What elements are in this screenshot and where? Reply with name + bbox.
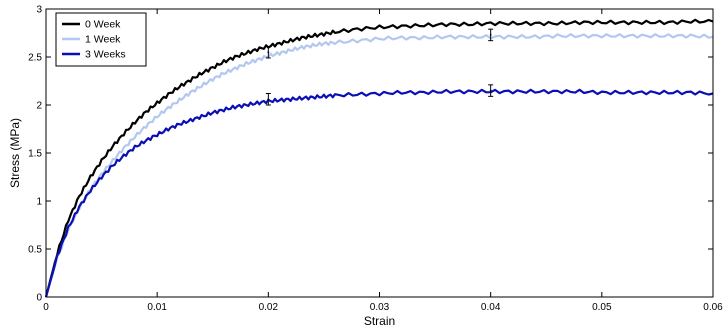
legend-label-1-week: 1 Week bbox=[85, 34, 121, 46]
y-tick-label: 1 bbox=[36, 197, 42, 208]
series-line-1-week bbox=[44, 33, 714, 298]
error-bar-center bbox=[489, 34, 492, 36]
x-tick-label: 0.01 bbox=[147, 302, 167, 313]
error-bar-center bbox=[267, 51, 270, 54]
y-tick-label: 0 bbox=[36, 293, 42, 304]
errorbar-layer bbox=[265, 28, 494, 106]
y-tick-label: 0.5 bbox=[28, 245, 42, 256]
series-line-3-weeks bbox=[44, 88, 714, 298]
error-bar bbox=[265, 45, 271, 59]
x-tick-label: 0.06 bbox=[703, 302, 723, 313]
x-tick-label: 0.02 bbox=[259, 302, 279, 313]
series-layer bbox=[44, 18, 714, 298]
error-bar-center bbox=[489, 89, 492, 92]
x-axis-ticks: 0 0.01 0.02 0.03 0.04 0.05 0.06 bbox=[43, 9, 723, 313]
y-axis-ticks: 0 0.5 1 1.5 2 2.5 3 bbox=[28, 5, 713, 304]
legend: 0 Week 1 Week 3 Weeks bbox=[55, 12, 147, 67]
y-tick-label: 2 bbox=[36, 101, 42, 112]
error-bar bbox=[488, 84, 494, 97]
legend-label-0-week: 0 Week bbox=[85, 19, 121, 31]
y-axis-title: Stress (MPa) bbox=[8, 118, 22, 188]
x-tick-label: 0.03 bbox=[370, 302, 390, 313]
x-axis-title: Strain bbox=[364, 314, 395, 328]
series-line-0-week bbox=[44, 18, 714, 298]
y-tick-label: 2.5 bbox=[28, 53, 42, 64]
x-tick-label: 0.05 bbox=[592, 302, 612, 313]
legend-label-3-weeks: 3 Weeks bbox=[85, 49, 126, 61]
y-tick-label: 1.5 bbox=[28, 149, 42, 160]
error-bar bbox=[488, 28, 494, 42]
x-tick-label: 0.04 bbox=[481, 302, 501, 313]
error-bar-center bbox=[267, 98, 270, 101]
y-tick-label: 3 bbox=[36, 5, 42, 16]
error-bar bbox=[265, 92, 271, 106]
x-tick-label: 0 bbox=[43, 302, 49, 313]
